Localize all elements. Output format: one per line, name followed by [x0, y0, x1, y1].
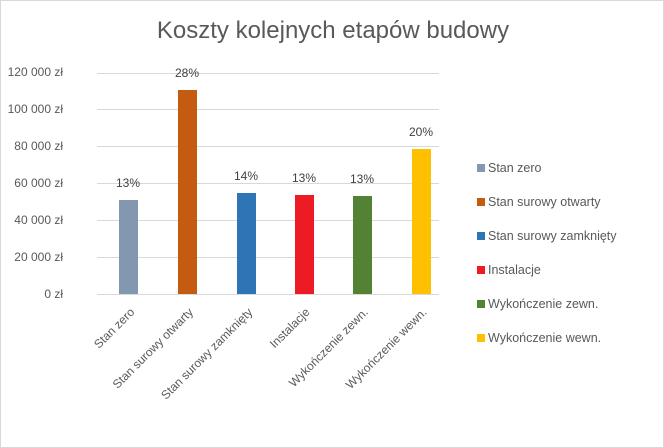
legend-label: Stan surowy zamknięty [488, 229, 617, 243]
legend: Stan zero Stan surowy otwarty Stan surowy … [477, 151, 617, 355]
y-tick: 120 000 zł [7, 65, 63, 79]
data-label: 14% [233, 168, 259, 183]
data-label: 13% [291, 170, 317, 185]
legend-item: Stan surowy otwarty [477, 185, 617, 219]
chart-title: Koszty kolejnych etapów budowy [156, 17, 510, 44]
bar [237, 192, 256, 294]
legend-label: Stan surowy otwarty [488, 195, 601, 209]
legend-swatch [477, 164, 485, 172]
y-tick: 80 000 zł [14, 139, 63, 153]
legend-item: Wykończenie wewn. [477, 321, 617, 355]
legend-label: Stan zero [488, 161, 542, 175]
y-tick: 60 000 zł [14, 176, 63, 190]
y-tick: 20 000 zł [14, 250, 63, 264]
legend-swatch [477, 334, 485, 342]
data-label: 13% [349, 172, 375, 187]
y-tick: 100 000 zł [7, 102, 63, 116]
legend-item: Stan zero [477, 151, 617, 185]
x-tick-label: Instalacje [266, 305, 313, 351]
legend-swatch [477, 232, 485, 240]
legend-label: Wykończenie wewn. [488, 331, 602, 345]
bar [353, 196, 372, 294]
data-label: 28% [174, 65, 200, 80]
legend-label: Instalacje [488, 263, 541, 277]
x-tick-label: Stan zero [91, 305, 138, 352]
bar [295, 194, 314, 294]
legend-item: Instalacje [477, 253, 617, 287]
bar [119, 200, 138, 294]
data-label: 20% [408, 124, 434, 139]
legend-item: Stan surowy zamknięty [477, 219, 617, 253]
legend-swatch [477, 266, 485, 274]
y-tick: 40 000 zł [14, 213, 63, 227]
bar [178, 89, 197, 294]
legend-swatch [477, 300, 485, 308]
legend-label: Wykończenie zewn. [488, 297, 599, 311]
legend-swatch [477, 198, 485, 206]
legend-item: Wykończenie zewn. [477, 287, 617, 321]
data-label: 13% [115, 176, 141, 191]
bar [412, 148, 431, 294]
y-tick: 0 zł [44, 287, 63, 301]
